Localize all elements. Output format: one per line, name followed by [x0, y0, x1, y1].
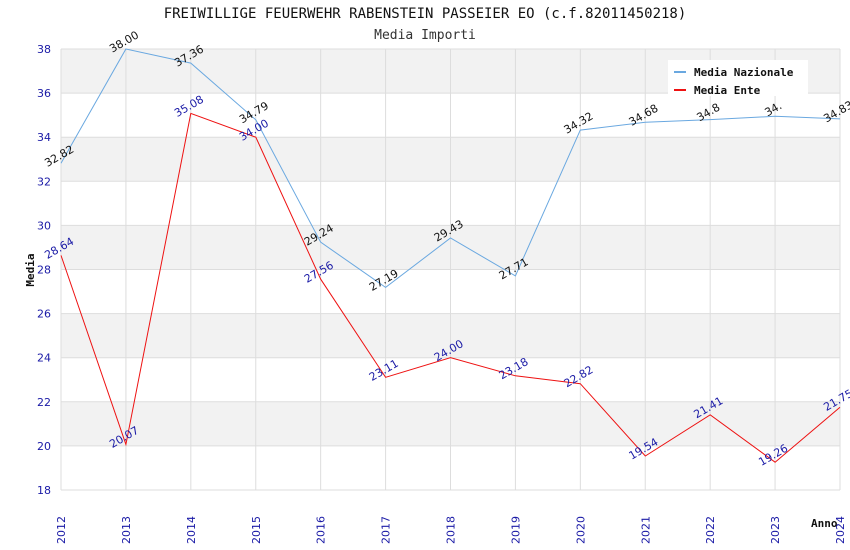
y-tick-label: 26: [37, 308, 51, 321]
x-tick-label: 2012: [55, 516, 68, 544]
y-tick-label: 38: [37, 43, 51, 56]
y-tick-label: 22: [37, 396, 51, 409]
x-tick-label: 2020: [574, 516, 587, 544]
y-tick-label: 30: [37, 219, 51, 232]
y-tick-label: 32: [37, 175, 51, 188]
legend-label: Media Nazionale: [694, 66, 794, 79]
chart-title: FREIWILLIGE FEUERWEHR RABENSTEIN PASSEIE…: [164, 6, 687, 22]
y-tick-label: 20: [37, 440, 51, 453]
x-tick-label: 2013: [120, 516, 133, 544]
x-tick-label: 2021: [639, 516, 652, 544]
legend: Media Nazionale Media Ente: [668, 60, 808, 97]
x-tick-label: 2019: [509, 516, 522, 544]
y-tick-label: 36: [37, 87, 51, 100]
x-tick-label: 2014: [185, 516, 198, 544]
chart-subtitle: Media Importi: [374, 28, 476, 43]
x-tick-label: 2023: [769, 516, 782, 544]
y-axis-label: Media: [24, 253, 37, 286]
x-tick-label: 2018: [445, 516, 458, 544]
y-tick-label: 18: [37, 484, 51, 497]
series-lines: [60, 48, 841, 463]
x-tick-label: 2017: [380, 516, 393, 544]
y-tick-label: 28: [37, 264, 51, 277]
y-tick-label: 24: [37, 352, 51, 365]
x-tick-label: 2024: [834, 516, 847, 544]
series-line: [60, 48, 841, 289]
x-tick-label: 2015: [250, 516, 263, 544]
legend-label: Media Ente: [694, 84, 761, 97]
x-tick-label: 2016: [315, 516, 328, 544]
y-axis-ticks: 18 20 22 24 26 28 30 32 34 36 38: [37, 43, 51, 497]
legend-box: [668, 60, 808, 96]
x-tick-label: 2022: [704, 516, 717, 544]
x-axis-label: Anno: [811, 517, 838, 530]
y-tick-label: 34: [37, 131, 51, 144]
x-axis-ticks: 2012 2013 2014 2015 2016 2017 2018 2019 2020 2021…: [55, 516, 847, 544]
series-line: [60, 112, 841, 463]
